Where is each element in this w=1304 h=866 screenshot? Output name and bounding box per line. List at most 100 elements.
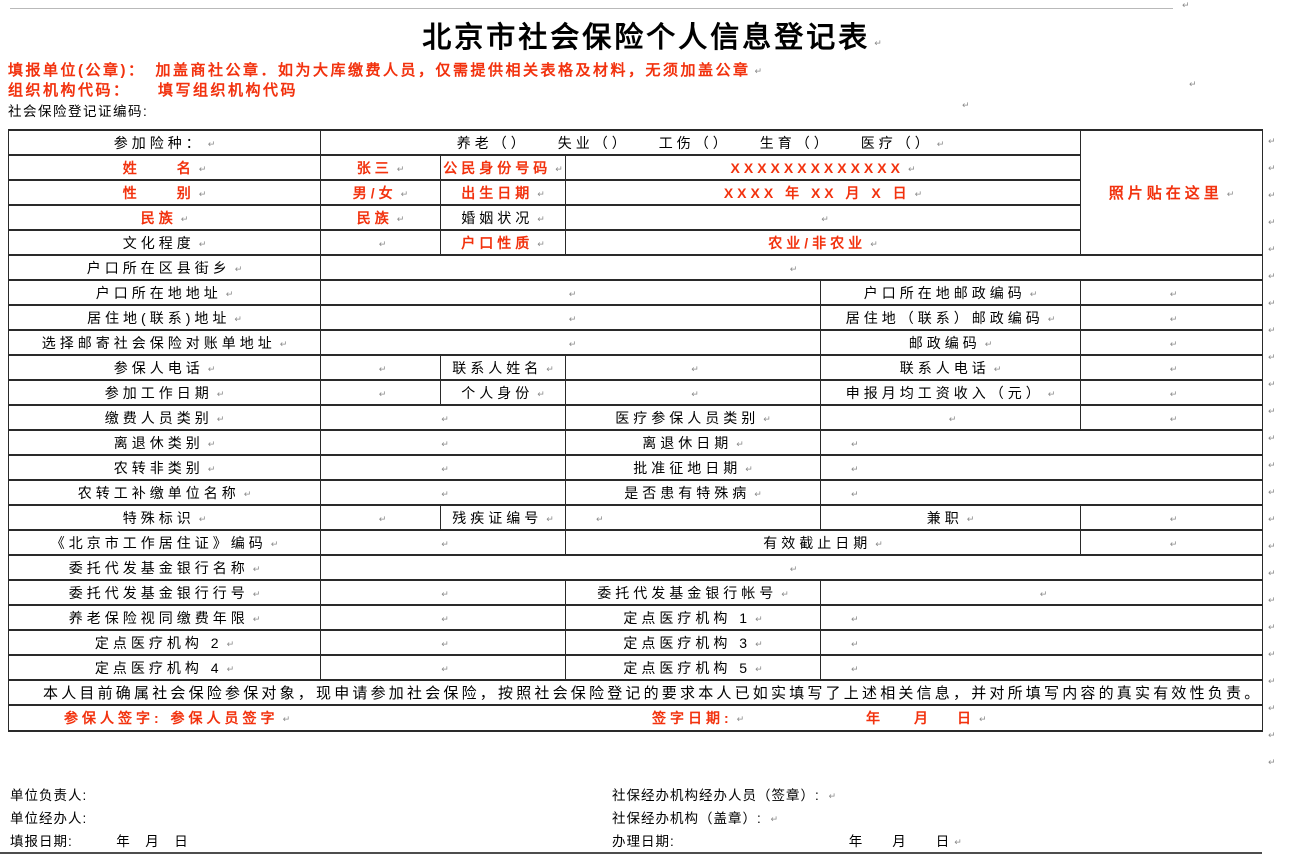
cell-text: 委托代发基金银行名称 xyxy=(68,559,249,576)
footer-line: 填报日期: 年 月 日 xyxy=(10,834,189,849)
footer-line: 单位负责人: xyxy=(10,788,88,803)
field-label-cell: 户口性质 ↵ xyxy=(440,229,566,256)
cell-text: 农业/非农业 xyxy=(768,234,867,251)
declaration-row: 本人目前确属社会保险参保对象，现申请参加社会保险，按照社会保险登记的要求本人已如… xyxy=(7,679,1264,706)
paragraph-mark: ↵ xyxy=(216,414,225,425)
field-label-cell: 户口所在区县街乡 ↵ xyxy=(8,254,321,281)
row-end-mark: ↵ xyxy=(1268,750,1276,777)
cell-text: 户口所在区县街乡 xyxy=(86,259,231,276)
paragraph-mark: ↵ xyxy=(226,639,235,650)
paragraph-mark: ↵ xyxy=(252,564,261,575)
field-value-cell[interactable]: ↵ xyxy=(1080,529,1264,556)
paragraph-mark: ↵ xyxy=(568,339,577,350)
field-value-cell[interactable]: ↵ xyxy=(819,479,1264,506)
paragraph-mark: ↵ xyxy=(216,389,225,400)
row-end-mark: ↵ xyxy=(1268,129,1276,156)
field-value-cell[interactable]: ↵ xyxy=(1080,329,1264,356)
field-value-cell[interactable]: ↵ xyxy=(320,479,566,506)
field-value-cell[interactable]: ↵ xyxy=(320,579,566,606)
cell-text: 委托代发基金银行帐号 xyxy=(597,584,778,601)
field-value-cell[interactable]: ↵ xyxy=(320,429,566,456)
signature-text: 参保人签字: 参保人员签字 ↵ xyxy=(64,710,291,726)
table-row: 民族 ↵ 民族 ↵ 婚姻状况 ↵ ↵ xyxy=(8,204,1263,231)
field-value-cell[interactable]: ↵ xyxy=(1080,504,1264,531)
paragraph-mark: ↵ xyxy=(1268,650,1276,660)
field-label-cell: 联系人姓名 ↵ xyxy=(440,354,566,381)
field-value-cell[interactable]: ↵ xyxy=(319,554,1264,581)
field-value-cell[interactable]: ↵ xyxy=(320,604,566,631)
cell-text: 有效截止日期 xyxy=(763,534,872,551)
field-value-cell[interactable]: ↵ xyxy=(819,604,1264,631)
field-value-cell[interactable]: ↵ xyxy=(320,329,821,356)
paragraph-mark: ↵ xyxy=(226,664,235,675)
paragraph-mark: ↵ xyxy=(691,364,699,375)
field-label-cell: 是否患有特殊病 ↵ xyxy=(565,479,821,506)
field-label-cell: XXXXXXXXXXXXX ↵ xyxy=(564,154,1082,181)
paragraph-mark: ↵ xyxy=(252,589,261,600)
field-value-cell[interactable]: ↵ xyxy=(320,304,821,331)
field-value-cell[interactable]: ↵ xyxy=(819,404,1082,431)
paragraph-mark: ↵ xyxy=(207,364,216,375)
field-label-cell: 居住地(联系)地址 ↵ xyxy=(8,304,321,331)
paragraph-mark: ↵ xyxy=(1047,314,1056,325)
cell-text: 参保人电话 xyxy=(113,359,204,376)
field-value-cell[interactable]: ↵ xyxy=(819,629,1264,656)
paragraph-mark: ↵ xyxy=(546,514,554,525)
field-value-cell[interactable]: ↵ xyxy=(320,529,566,556)
paragraph-mark: ↵ xyxy=(555,164,563,175)
field-value-cell[interactable]: ↵ xyxy=(320,229,441,256)
signature-cell[interactable]: 参保人签字: 参保人员签字 ↵ 签字日期: ↵ 年 月 日 ↵ xyxy=(7,704,1264,732)
paragraph-mark: ↵ xyxy=(1268,272,1276,282)
field-value-cell[interactable]: ↵ xyxy=(1080,404,1264,431)
table-row: 参保人电话 ↵ ↵ 联系人姓名 ↵ ↵ 联系人电话 ↵ ↵ xyxy=(8,354,1264,381)
field-value-cell[interactable]: ↵ xyxy=(1080,379,1264,406)
field-label-cell: 兼职 ↵ xyxy=(819,504,1082,531)
paragraph-mark: ↵ xyxy=(954,838,962,848)
field-value-cell[interactable]: ↵ xyxy=(819,429,1264,456)
cell-text: 农转工补缴单位名称 xyxy=(77,484,240,501)
field-value-cell[interactable]: ↵ xyxy=(320,279,821,306)
cell-text: 定点医疗机构 3 xyxy=(623,634,752,651)
paragraph-mark: ↵ xyxy=(755,664,763,675)
field-label-cell: 农转非类别 ↵ xyxy=(8,454,321,481)
field-value-cell[interactable]: ↵ xyxy=(320,504,441,531)
row-end-mark: ↵ xyxy=(1268,372,1276,399)
row-end-mark: ↵ xyxy=(1268,345,1276,372)
cell-text: 申报月均工资收入（元） xyxy=(845,384,1044,401)
field-value-cell[interactable]: ↵ xyxy=(320,629,566,656)
field-value-cell[interactable]: ↵ xyxy=(320,354,441,381)
field-value-cell[interactable]: ↵ xyxy=(320,404,566,431)
paragraph-mark: ↵ xyxy=(568,289,577,300)
paragraph-mark: ↵ xyxy=(207,464,216,475)
cell-text: 联系人姓名 xyxy=(452,359,543,376)
field-value-cell[interactable]: ↵ xyxy=(819,654,1264,681)
field-value-cell[interactable]: ↵ xyxy=(320,379,441,406)
field-value-cell[interactable]: ↵ xyxy=(565,354,821,381)
paragraph-mark: ↵ xyxy=(252,614,261,625)
paragraph-mark: ↵ xyxy=(378,239,387,250)
paragraph-mark: ↵ xyxy=(1268,461,1276,471)
field-value-cell[interactable]: ↵ xyxy=(565,379,821,406)
field-value-cell[interactable]: ↵ xyxy=(320,654,566,681)
field-value-cell[interactable]: ↵ xyxy=(565,504,821,531)
table-row: 文化程度 ↵ ↵ 户口性质 ↵ 农业/非农业 ↵ xyxy=(8,229,1263,256)
paragraph-mark: ↵ xyxy=(441,589,449,600)
paragraph-mark: ↵ xyxy=(789,264,798,275)
field-value-cell[interactable]: ↵ xyxy=(819,579,1264,606)
field-value-cell[interactable]: ↵ xyxy=(320,454,566,481)
field-label-cell: 姓 名 ↵ xyxy=(8,154,321,181)
field-value-cell[interactable]: ↵ xyxy=(819,454,1264,481)
field-value-cell[interactable]: ↵ xyxy=(564,204,1082,231)
paragraph-mark: ↵ xyxy=(1268,569,1276,579)
field-value-cell[interactable]: ↵ xyxy=(1080,354,1264,381)
paragraph-mark: ↵ xyxy=(234,314,242,325)
paragraph-mark: ↵ xyxy=(1169,514,1178,525)
field-value-cell[interactable]: ↵ xyxy=(1080,279,1264,306)
field-label-cell: 定点医疗机构 5 ↵ xyxy=(565,654,821,681)
paragraph-mark: ↵ xyxy=(851,464,859,475)
row-end-mark: ↵ xyxy=(1268,561,1276,588)
paragraph-mark: ↵ xyxy=(596,514,604,525)
field-value-cell[interactable]: ↵ xyxy=(1080,304,1264,331)
field-value-cell[interactable]: ↵ xyxy=(319,254,1264,281)
row-end-mark: ↵ xyxy=(1268,291,1276,318)
